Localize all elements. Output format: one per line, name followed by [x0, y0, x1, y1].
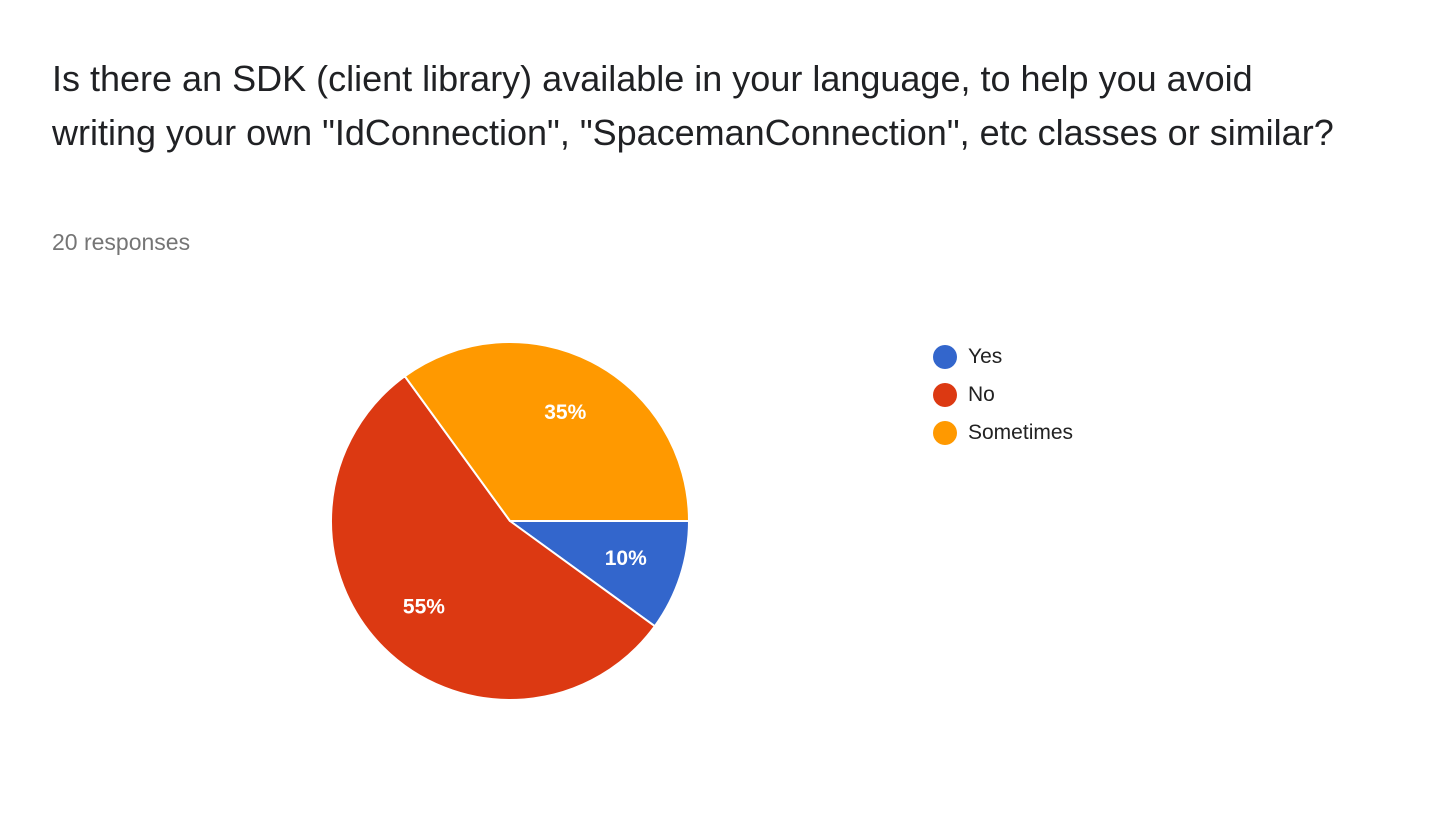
legend-item-yes[interactable]: Yes [933, 338, 1073, 376]
legend-label-sometimes: Sometimes [968, 421, 1074, 444]
response-count: 20 responses [52, 229, 191, 255]
legend-label-no: No [968, 383, 995, 406]
pie-label-sometimes: 35% [544, 401, 586, 424]
legend-item-sometimes[interactable]: Sometimes [933, 414, 1073, 452]
legend-label-yes: Yes [968, 345, 1003, 368]
legend-swatch-yes [933, 345, 957, 369]
pie-label-yes: 10% [605, 547, 647, 570]
pie-label-no: 55% [403, 596, 445, 619]
pie-slice-no[interactable] [330, 374, 657, 701]
chart-title: Is there an SDK (client library) availab… [52, 58, 1334, 153]
legend-item-no[interactable]: No [933, 376, 1073, 414]
legend: Yes No Sometimes [933, 338, 1073, 452]
legend-swatch-no [933, 383, 957, 407]
pie-slice-sometimes[interactable] [403, 341, 691, 522]
legend-swatch-sometimes [933, 421, 957, 445]
pie-slice-yes[interactable] [506, 520, 691, 628]
